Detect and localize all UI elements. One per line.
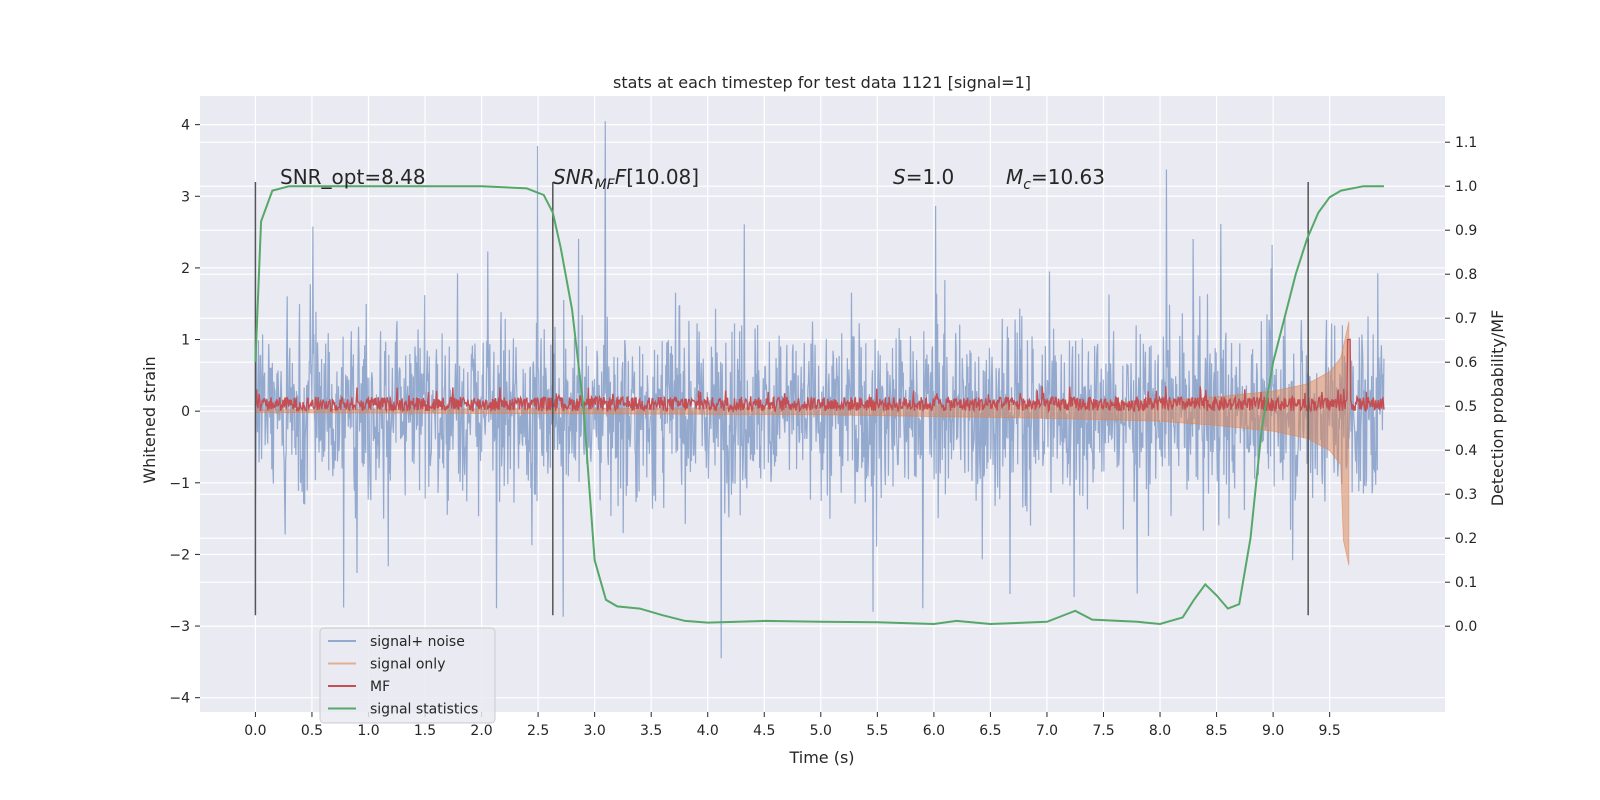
- y-left-tick-label: 2: [181, 261, 190, 277]
- y-axis-left-label: Whitened strain: [140, 356, 159, 483]
- x-tick-label: 1.5: [414, 723, 436, 739]
- legend-label: signal+ noise: [370, 634, 465, 650]
- annotation-snr-opt: SNR_opt=8.48: [280, 165, 426, 189]
- y-right-tick-label: 0.2: [1455, 531, 1477, 547]
- legend-label: signal only: [370, 657, 445, 673]
- y-right-tick-label: 1.0: [1455, 179, 1477, 195]
- series-layer: [254, 121, 1385, 659]
- x-tick-label: 8.0: [1149, 723, 1171, 739]
- y-left-tick-label: −3: [169, 619, 190, 635]
- annotation-snr-mf: SNRMFF[10.08]: [553, 165, 699, 193]
- axes-layer: 0.0 0.5 1.0 1.5 2.0 2.5 3.0 3.5 4.0 4.5 5.0 5.5 6.0 6…: [169, 118, 1477, 739]
- y-left-tick-label: −2: [169, 547, 190, 563]
- x-tick-label: 2.0: [470, 723, 492, 739]
- series-signal-only: [255, 321, 1350, 566]
- y-right-tick-label: 1.1: [1455, 135, 1477, 151]
- y-right-tick-label: 0.6: [1455, 355, 1477, 371]
- x-tick-label: 6.5: [979, 723, 1001, 739]
- y-left-tick-label: 1: [181, 333, 190, 349]
- series-mf: [254, 338, 1385, 414]
- annotation-s: S=1.0: [893, 165, 954, 189]
- x-tick-label: 0.0: [244, 723, 266, 739]
- x-tick-label: 4.0: [697, 723, 719, 739]
- annotation-s-value: =1.0: [906, 165, 955, 189]
- y-right-tick-label: 0.8: [1455, 267, 1477, 283]
- x-tick-label: 3.5: [640, 723, 662, 739]
- y-left-tick-label: −4: [169, 691, 190, 707]
- x-tick-label: 2.5: [527, 723, 549, 739]
- legend: signal+ noise signal only MF signal statist…: [319, 627, 496, 724]
- x-tick-label: 0.5: [301, 723, 323, 739]
- x-tick-label: 5.0: [810, 723, 832, 739]
- x-tick-label: 9.5: [1319, 723, 1341, 739]
- y-axis-right-label: Detection probability/MF: [1488, 310, 1507, 507]
- y-left-tick-label: 0: [181, 404, 190, 420]
- annotation-mc: Mc=10.63: [1006, 165, 1105, 193]
- series-signal-statistics: [254, 185, 1384, 626]
- annotation-mc-value: =10.63: [1031, 165, 1105, 189]
- y-right-tick-label: 0.1: [1455, 575, 1477, 591]
- legend-label: MF: [370, 679, 390, 695]
- x-axis-label: Time (s): [788, 748, 854, 767]
- x-tick-label: 1.0: [357, 723, 379, 739]
- x-tick-label: 5.5: [866, 723, 888, 739]
- x-tick-label: 7.0: [1036, 723, 1058, 739]
- y-right-tick-label: 0.7: [1455, 311, 1477, 327]
- annotation-snr-mf-value: [10.08]: [626, 165, 699, 189]
- legend-box: [319, 627, 496, 724]
- y-left-tick-label: 4: [181, 118, 190, 134]
- x-tick-label: 6.0: [923, 723, 945, 739]
- x-tick-label: 9.0: [1262, 723, 1284, 739]
- y-left-tick-label: 3: [181, 189, 190, 205]
- y-right-tick-label: 0.3: [1455, 487, 1477, 503]
- y-left-tick-label: −1: [169, 476, 190, 492]
- y-right-tick-label: 0.0: [1455, 619, 1477, 635]
- legend-label: signal statistics: [370, 702, 478, 718]
- x-tick-label: 3.0: [584, 723, 606, 739]
- y-right-tick-label: 0.4: [1455, 443, 1477, 459]
- x-tick-label: 4.5: [753, 723, 775, 739]
- chart-title: stats at each timestep for test data 112…: [613, 73, 1031, 92]
- x-tick-label: 7.5: [1092, 723, 1114, 739]
- y-right-tick-label: 0.5: [1455, 399, 1477, 415]
- y-right-tick-label: 0.9: [1455, 223, 1477, 239]
- x-tick-label: 8.5: [1205, 723, 1227, 739]
